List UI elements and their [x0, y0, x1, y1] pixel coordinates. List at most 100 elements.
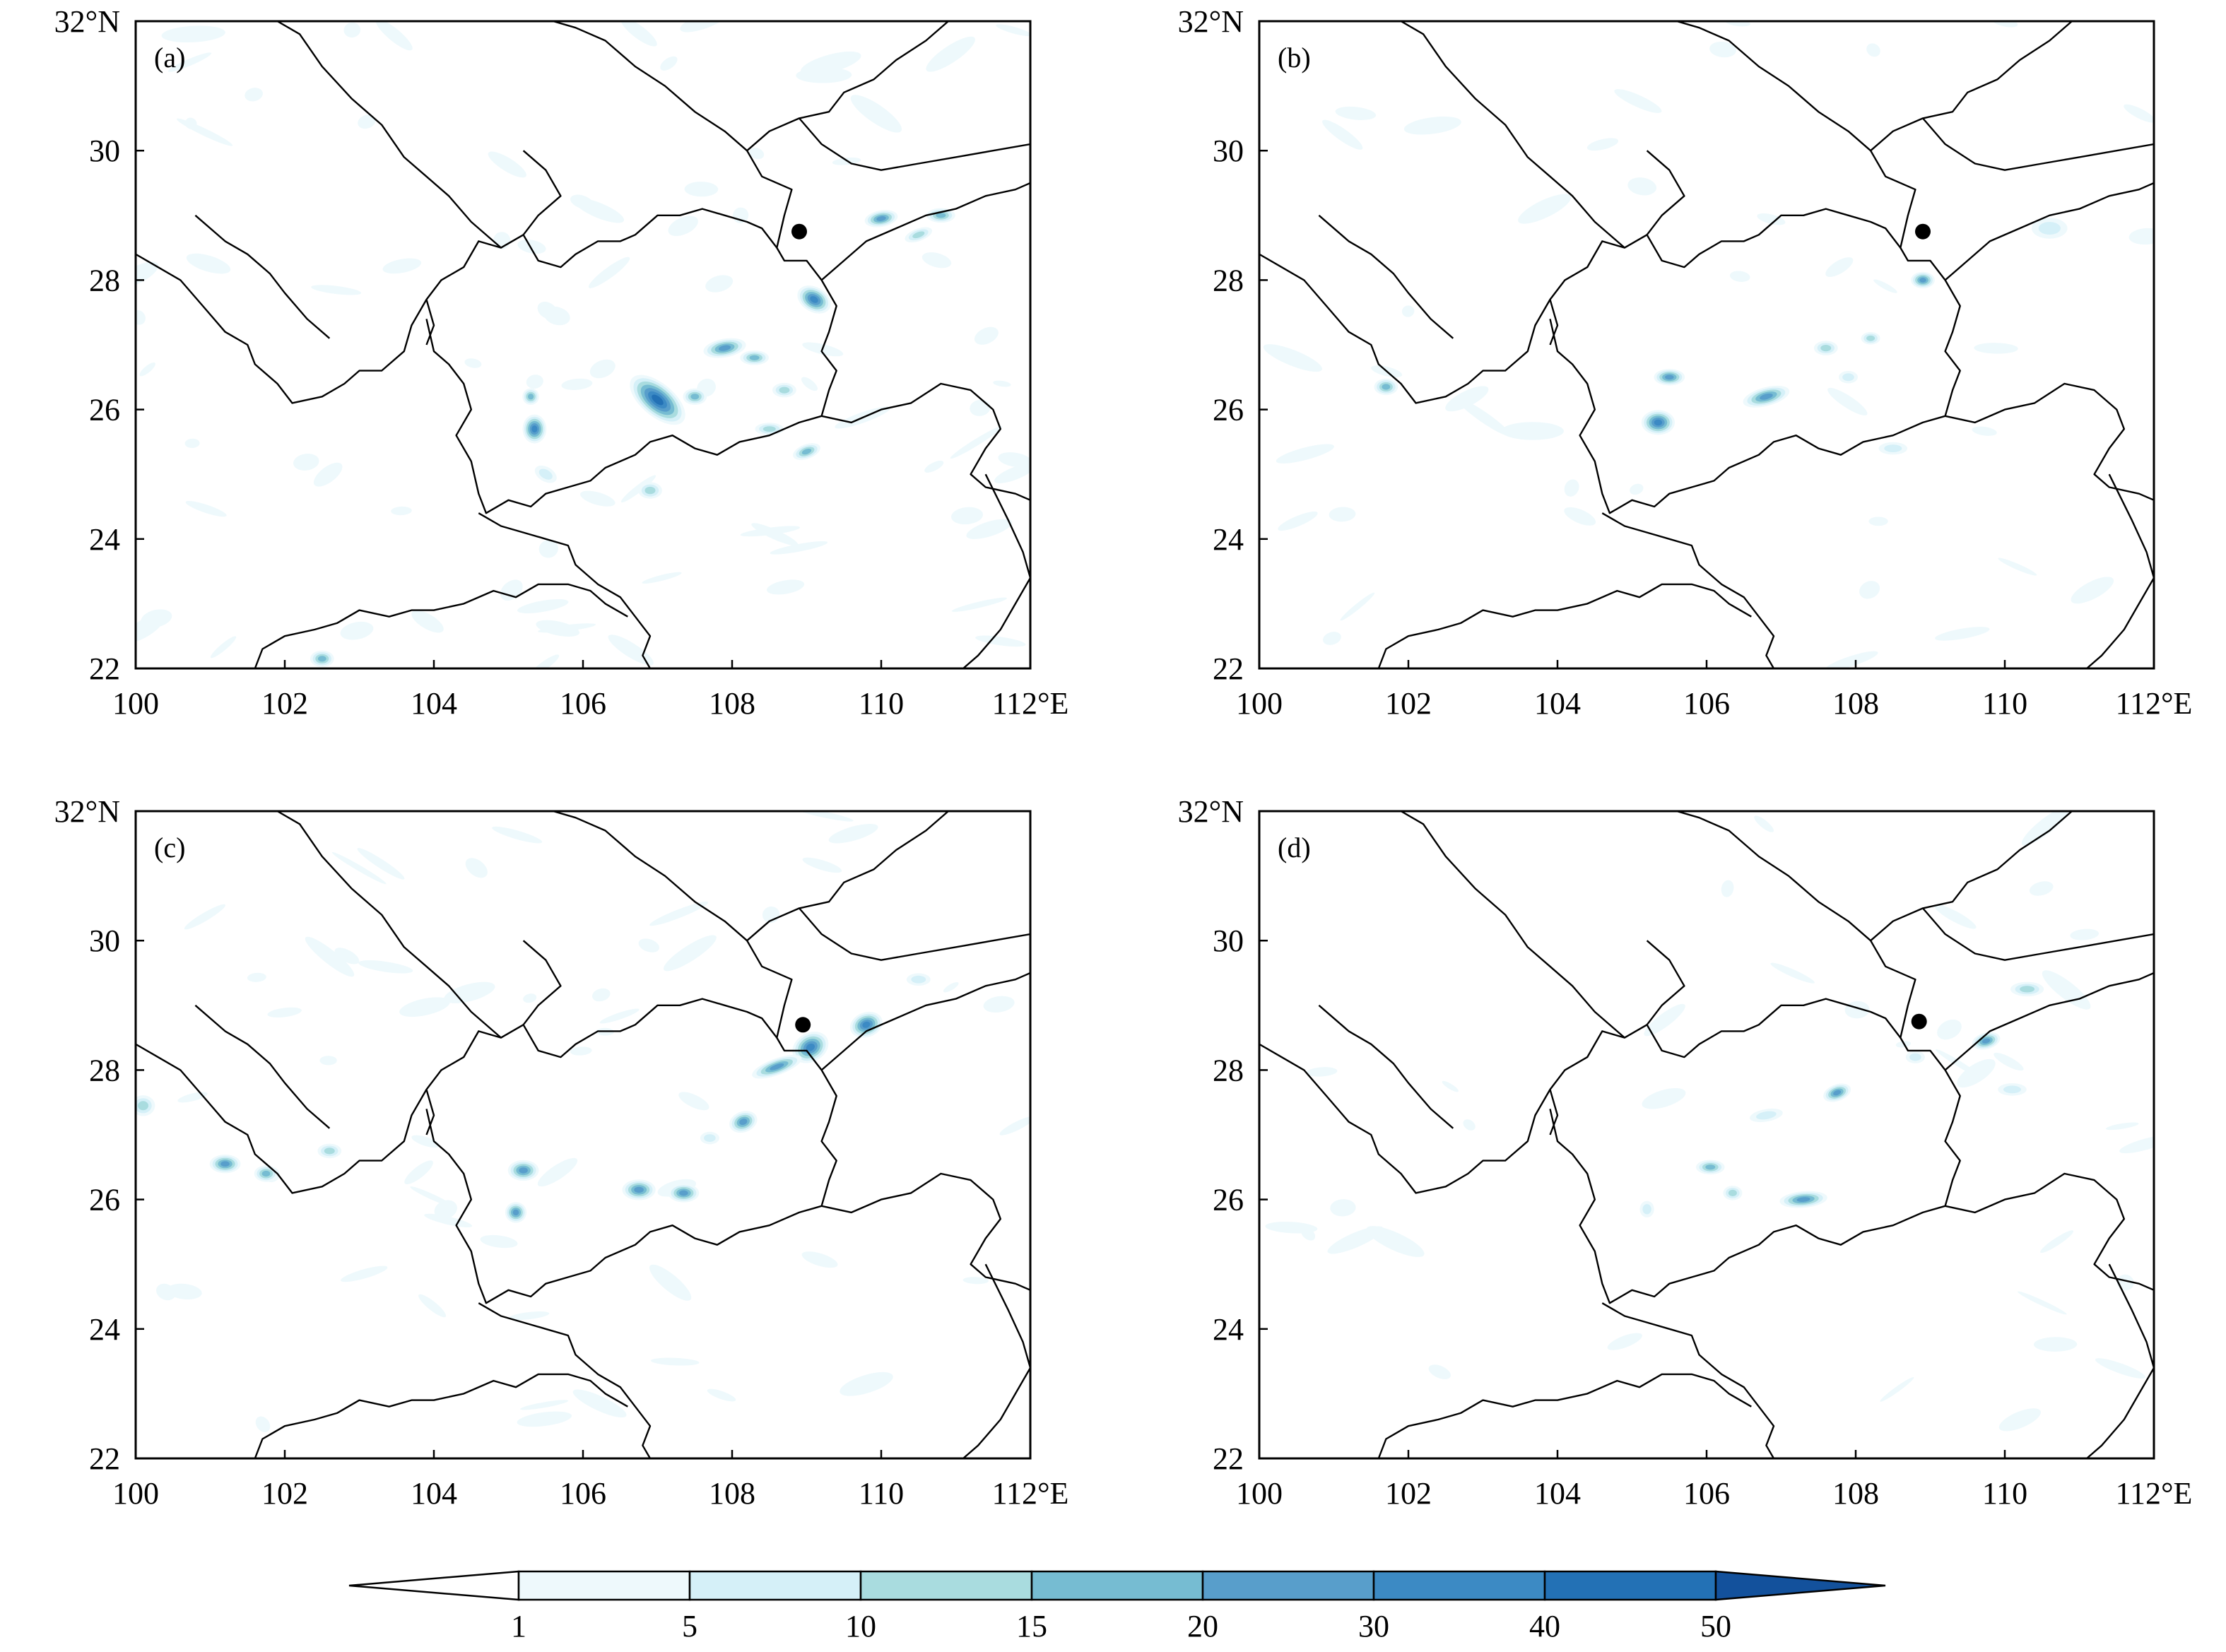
precip-patch	[358, 114, 376, 129]
panel-label: (a)	[154, 42, 185, 73]
x-tick-label: 112°E	[2116, 686, 2193, 721]
precip-patch	[2105, 1122, 2139, 1131]
province-border	[1869, 21, 2073, 248]
precip-patch	[465, 858, 488, 878]
precip-patch	[1322, 119, 1363, 150]
province-border	[1646, 150, 1685, 236]
precip-patch	[1873, 279, 1897, 293]
precip-patch	[543, 306, 570, 326]
x-tick-label: 108	[1832, 686, 1879, 721]
precip-patch	[921, 252, 952, 269]
colorbar-swatch	[859, 1570, 1033, 1601]
precip-patch	[1445, 386, 1489, 412]
precip-patch	[1642, 1087, 1686, 1109]
precip-contour	[1884, 444, 1902, 452]
precip-cell	[1639, 1200, 1654, 1218]
precip-contour	[512, 1209, 519, 1216]
colorbar-label: 1	[511, 1609, 526, 1644]
precip-patch	[523, 993, 537, 1003]
precip-patch	[668, 216, 698, 237]
precip-patch	[1276, 444, 1334, 464]
precip-cell	[1998, 1083, 2027, 1096]
precip-patch	[357, 848, 405, 880]
precip-patch	[2128, 228, 2154, 245]
precip-patch	[1564, 507, 1596, 526]
precip-patch	[176, 118, 233, 146]
precip-cell	[534, 465, 557, 483]
precip-patch	[1859, 581, 1880, 599]
precip-contour	[1866, 335, 1875, 341]
precip-contour	[1842, 373, 1854, 382]
precip-patch	[313, 462, 343, 487]
precip-patch	[186, 253, 231, 274]
y-tick-label: 30	[1213, 134, 1244, 168]
precip-cell	[522, 414, 547, 444]
precip-patch	[343, 22, 361, 38]
precip-patch	[2070, 928, 2100, 940]
province-border	[1259, 998, 1961, 1304]
precip-contour	[2038, 222, 2061, 235]
precip-patch	[1974, 343, 2018, 354]
x-tick-label: 112°E	[2116, 1476, 2193, 1511]
precip-patch	[444, 981, 495, 1003]
precip-cell	[317, 1143, 342, 1159]
precip-contour	[912, 231, 925, 239]
precip-patch	[1278, 511, 1318, 531]
colorbar-label: 20	[1187, 1609, 1218, 1644]
precip-cell	[740, 350, 769, 365]
x-tick-label: 108	[709, 1476, 755, 1511]
precip-patch	[950, 426, 1003, 459]
province-border	[254, 1373, 628, 1458]
precip-patch	[762, 906, 780, 924]
y-tick-label: 28	[1213, 263, 1244, 297]
precip-contour	[1909, 1053, 1921, 1061]
precip-contour	[810, 296, 818, 303]
x-tick-label: 102	[1385, 1476, 1432, 1511]
precip-patch	[1518, 194, 1572, 224]
precip-patch	[802, 857, 842, 873]
province-border	[478, 1302, 652, 1458]
precip-contour	[317, 656, 326, 662]
precip-patch	[139, 362, 155, 377]
x-tick-label: 104	[1534, 686, 1581, 721]
precip-patch	[520, 1400, 569, 1410]
precip-contour	[679, 1190, 688, 1196]
precip-patch	[530, 654, 560, 668]
precip-patch	[255, 1416, 271, 1432]
province-border	[1922, 907, 2154, 961]
precip-patch	[340, 621, 374, 640]
province-border	[799, 907, 1030, 961]
precip-cell	[507, 1160, 539, 1181]
precip-patch	[1340, 592, 1375, 621]
y-tick-label: 26	[89, 393, 120, 427]
precip-patch	[358, 960, 413, 974]
precip-cell	[683, 388, 707, 405]
station-marker	[791, 223, 807, 240]
panel-label: (d)	[1278, 832, 1311, 863]
precip-patch	[267, 1007, 302, 1018]
precip-cell	[772, 382, 796, 398]
precip-patch	[247, 972, 266, 982]
province-border	[276, 811, 502, 1039]
precip-patch	[1564, 479, 1579, 497]
precip-patch	[951, 597, 1007, 612]
precip-background	[156, 811, 1030, 1432]
precip-patch	[975, 635, 1026, 647]
precip-patch	[2116, 1274, 2134, 1291]
y-tick-label: 30	[89, 924, 120, 958]
precip-patch	[663, 935, 717, 972]
precip-patch	[1880, 1376, 1914, 1402]
precip-contour	[936, 213, 946, 218]
precip-contour	[1919, 278, 1926, 283]
precip-patch	[1934, 904, 1977, 929]
province-border	[820, 182, 1030, 281]
precip-contour	[538, 468, 553, 480]
y-tick-label: 24	[89, 522, 120, 557]
precip-background	[136, 21, 1030, 668]
precip-patch	[1428, 1364, 1451, 1379]
precip-patch	[2095, 1358, 2145, 1379]
precip-cell	[1374, 378, 1398, 396]
precip-patch	[480, 1234, 518, 1249]
precip-patch	[1306, 1067, 1338, 1077]
province-border	[194, 214, 331, 339]
